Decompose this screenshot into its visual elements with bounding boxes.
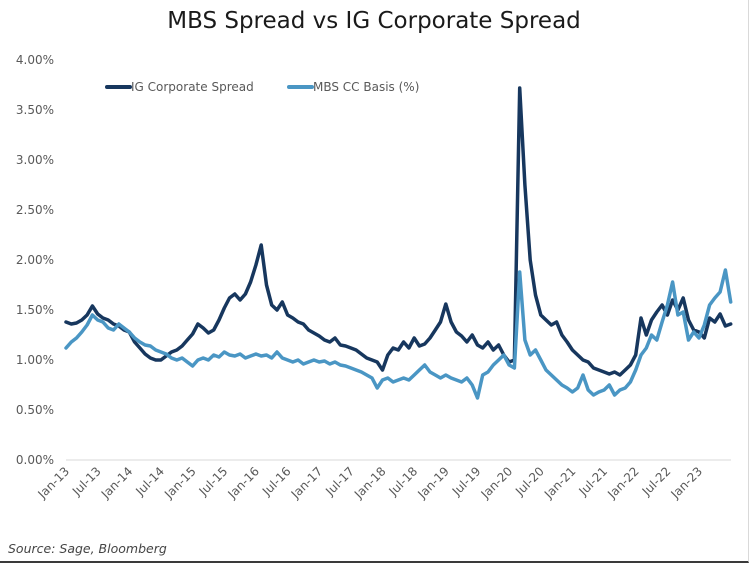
legend-label-ig-corporate: IG Corporate Spread [131,80,254,94]
chart-title: MBS Spread vs IG Corporate Spread [167,8,581,34]
x-tick-label: Jul-17 [322,464,357,499]
y-tick-label: 2.00% [16,253,54,267]
source-note: Source: Sage, Bloomberg [8,541,167,556]
x-tick-label: Jan-20 [478,464,516,502]
x-tick-label: Jan-15 [161,464,199,502]
x-tick-label: Jan-19 [414,464,452,502]
y-tick-label: 3.00% [16,153,54,167]
series-mbs-cc-basis [64,268,733,400]
x-tick-label: Jan-22 [604,464,642,502]
x-tick-label: Jul-15 [196,464,231,499]
x-tick-label: Jan-17 [288,464,326,502]
y-tick-label: 2.50% [16,203,54,217]
y-tick-label: 1.00% [16,353,54,367]
y-tick-label: 3.50% [16,103,54,117]
x-axis: Jan-13Jul-13Jan-14Jul-14Jan-15Jul-15Jan-… [35,459,731,502]
x-tick-label: Jul-22 [639,464,674,499]
y-tick-label: 0.50% [16,403,54,417]
x-tick-label: Jul-13 [69,464,104,499]
x-tick-label: Jan-18 [351,464,389,502]
x-tick-label: Jul-16 [259,464,294,499]
x-tick-label: Jan-13 [35,464,73,502]
plot-area [64,86,733,400]
x-tick-label: Jul-18 [386,464,421,499]
legend-label-mbs-cc: MBS CC Basis (%) [313,80,419,94]
legend: IG Corporate Spread MBS CC Basis (%) [105,80,419,94]
x-tick-label: Jan-21 [541,464,579,502]
x-tick-label: Jul-14 [132,464,167,499]
x-tick-label: Jan-16 [224,464,262,502]
x-tick-label: Jul-21 [575,464,610,499]
y-tick-label: 1.50% [16,303,54,317]
x-tick-label: Jan-23 [668,464,706,502]
x-tick-label: Jul-20 [512,464,547,499]
y-tick-label: 4.00% [16,53,54,67]
y-tick-label: 0.00% [16,453,54,467]
y-axis: 0.00% 0.50% 1.00% 1.50% 2.00% 2.50% 3.00% 3.50%… [16,53,54,467]
x-tick-label: Jan-14 [98,464,136,502]
x-tick-label: Jul-19 [449,464,484,499]
series-ig-corporate-spread [64,86,733,377]
